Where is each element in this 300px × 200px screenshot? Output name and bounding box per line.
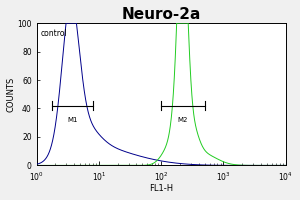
Title: Neuro-2a: Neuro-2a [122, 7, 201, 22]
Text: control: control [40, 29, 67, 38]
X-axis label: FL1-H: FL1-H [149, 184, 173, 193]
Text: M2: M2 [178, 117, 188, 123]
Text: M1: M1 [67, 117, 78, 123]
Y-axis label: COUNTS: COUNTS [7, 77, 16, 112]
